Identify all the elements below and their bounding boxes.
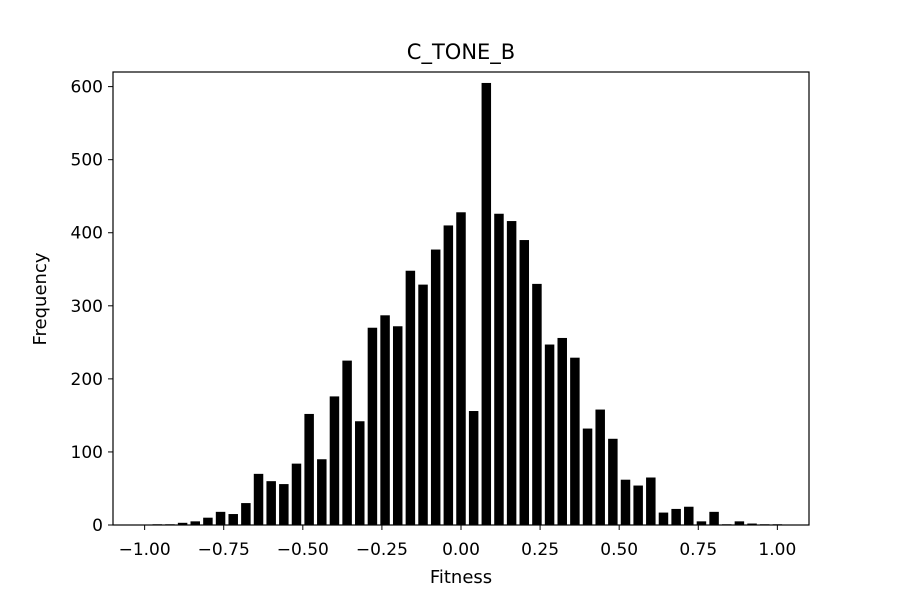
y-tick-label: 0 (92, 516, 103, 536)
plot-frame (112, 71, 810, 526)
x-tick-label: 0.25 (521, 540, 559, 560)
bar (266, 481, 276, 525)
bar (532, 283, 542, 525)
bar (582, 428, 593, 525)
bar (671, 508, 681, 525)
bar (253, 473, 264, 525)
bar (620, 479, 631, 525)
bar (658, 512, 669, 525)
bar (506, 221, 517, 525)
bar (380, 315, 390, 525)
x-tick-label: 0.75 (679, 540, 717, 560)
x-tick-label: 0.50 (600, 540, 638, 560)
bar (418, 284, 428, 525)
bar (456, 212, 466, 525)
bar (544, 344, 555, 525)
bar (570, 357, 580, 525)
bar (228, 514, 238, 525)
x-tick-label: −0.50 (277, 540, 329, 560)
y-tick-label: 600 (71, 78, 103, 98)
bar (696, 521, 707, 525)
x-tick-label: −0.75 (198, 540, 250, 560)
y-tick-label: 200 (71, 370, 103, 390)
bar (608, 438, 618, 525)
bar (709, 511, 719, 525)
y-tick-label: 100 (71, 443, 103, 463)
x-axis-ticks: −1.00 −0.75 −0.50 −0.25 0.00 0.25 0.50 0.75 1.00 (119, 525, 796, 560)
x-tick-label: −0.25 (356, 540, 408, 560)
bar (190, 521, 200, 525)
bar (215, 511, 226, 525)
bar (494, 213, 504, 525)
bar (291, 463, 302, 525)
bar (241, 503, 251, 525)
bar (519, 240, 530, 525)
chart-title: C_TONE_B (407, 40, 515, 65)
bar (595, 409, 605, 525)
bar (203, 517, 213, 525)
bar (430, 249, 441, 526)
bars-group (152, 82, 783, 526)
bar (342, 360, 352, 525)
bar (633, 485, 643, 525)
bar (367, 327, 378, 525)
bar (734, 521, 745, 525)
x-tick-label: 0.00 (442, 540, 480, 560)
bar (355, 421, 365, 525)
bar (405, 270, 416, 525)
bar (747, 523, 757, 525)
bar (279, 484, 289, 525)
x-axis-title: Fitness (430, 567, 492, 588)
bar (177, 522, 188, 525)
y-axis-ticks: 0 100 200 300 400 500 600 (71, 78, 113, 536)
bar (317, 459, 327, 525)
y-tick-label: 500 (71, 151, 103, 171)
bar (684, 506, 694, 525)
x-tick-label: −1.00 (119, 540, 171, 560)
y-tick-label: 300 (71, 297, 103, 317)
bar (468, 411, 479, 525)
bar (329, 396, 340, 525)
bar (392, 326, 403, 525)
bar (443, 225, 454, 525)
bar (304, 413, 314, 525)
bar (557, 337, 567, 525)
y-tick-label: 400 (71, 224, 103, 244)
bar (481, 82, 492, 525)
y-axis-title: Frequency (30, 252, 51, 345)
bar (646, 477, 656, 525)
x-tick-label: 1.00 (758, 540, 796, 560)
